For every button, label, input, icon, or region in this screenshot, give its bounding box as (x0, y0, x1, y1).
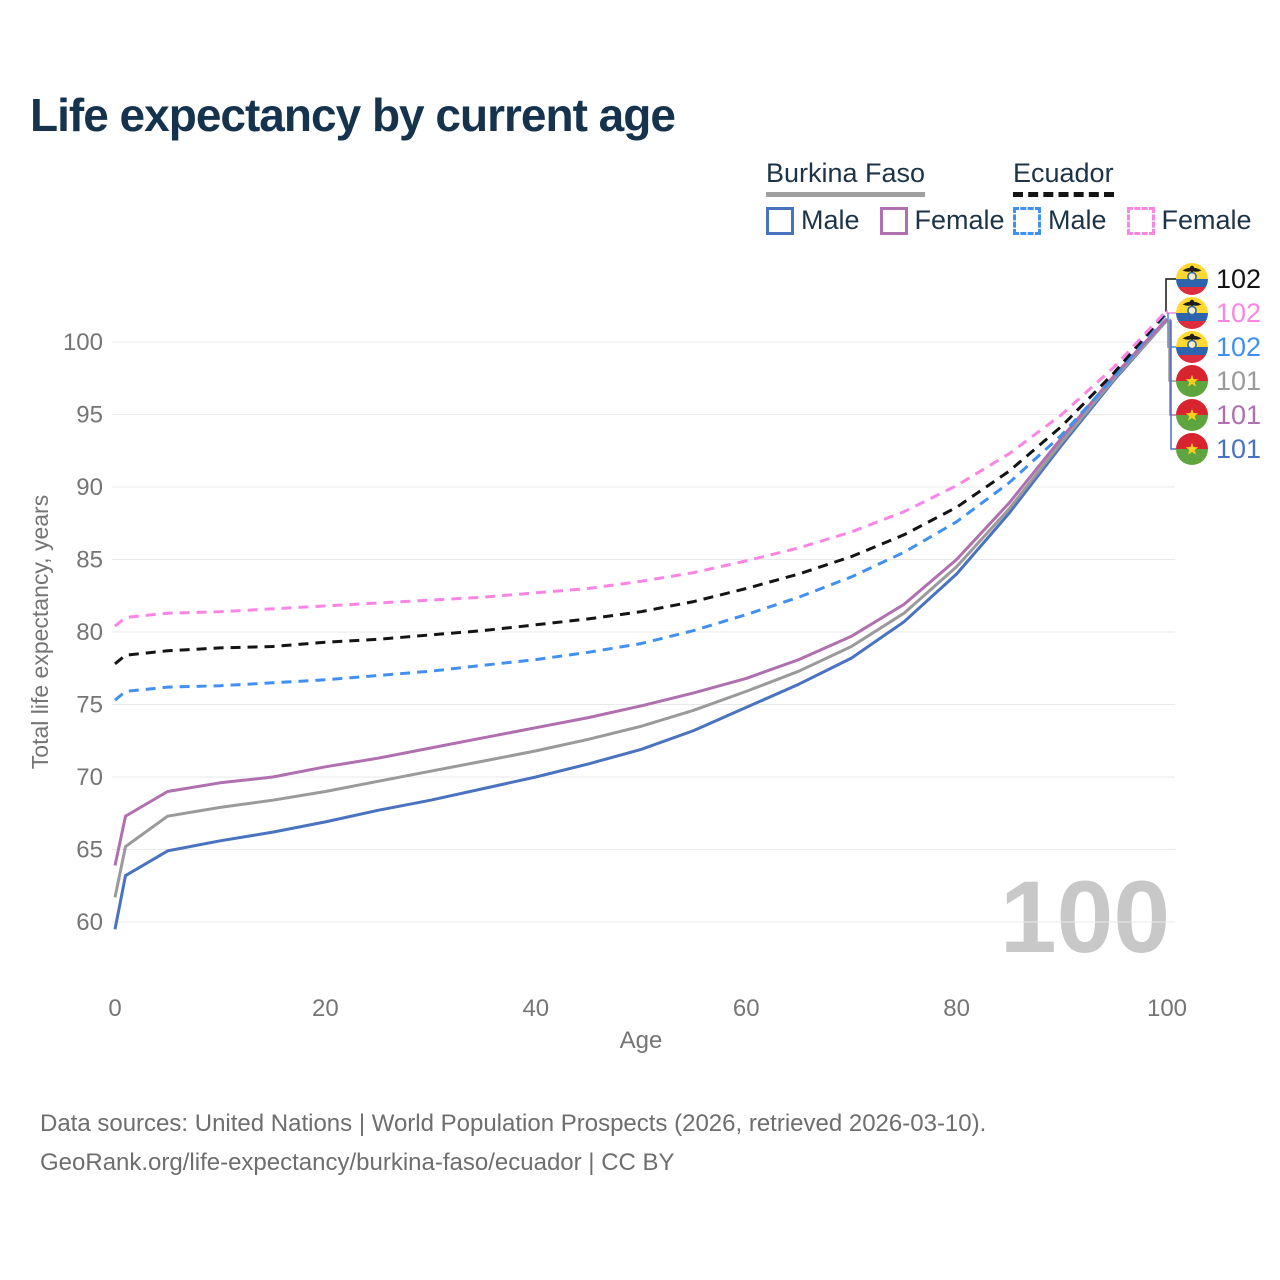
end-label-value: 101 (1216, 433, 1262, 464)
end-label-connector (1167, 313, 1176, 348)
series-line-burkina-faso-male (113, 319, 1169, 930)
end-label-row: 102 (1176, 263, 1261, 295)
burkina-faso-flag-image (1176, 433, 1208, 465)
y-tick-label: 85 (76, 547, 103, 574)
end-label-value: 102 (1216, 297, 1262, 328)
burkina-faso-flag-icon (1176, 365, 1208, 397)
legend-item-label: Male (801, 205, 860, 235)
legend-item-ecuador-male[interactable]: Male (1013, 205, 1107, 236)
x-tick-label: 0 (108, 995, 121, 1022)
series-line-burkina-faso-female (113, 317, 1169, 866)
legend-item-label: Female (914, 205, 1005, 235)
end-label-row: 102 (1176, 331, 1261, 363)
end-label-connector (1166, 310, 1176, 314)
x-tick-label: 20 (312, 995, 339, 1022)
solid-female-swatch-icon (879, 206, 908, 235)
y-tick-label: 80 (76, 619, 103, 646)
ecuador-flag-image (1176, 331, 1208, 363)
y-tick-label: 95 (76, 402, 103, 429)
burkina-faso-flag-image (1176, 365, 1208, 397)
x-tick-label: 100 (1147, 995, 1187, 1022)
legend-country-label-burkina-faso[interactable]: Burkina Faso (766, 158, 926, 197)
end-label-connector (1168, 320, 1176, 382)
legend-item-burkina-faso-female[interactable]: Female (879, 205, 1005, 236)
solid-male-swatch-icon (766, 206, 794, 235)
y-tick-label: 70 (76, 764, 103, 791)
end-label-row: 101 (1176, 433, 1261, 465)
x-tick-label: 60 (733, 995, 760, 1022)
legend-item-label: Male (1048, 205, 1107, 235)
end-label-value: 101 (1216, 365, 1262, 396)
ecuador-flag-icon (1176, 263, 1208, 295)
series-line-ecuador-male (114, 312, 1169, 702)
x-axis-title: Age (620, 1027, 663, 1054)
dashed-female-swatch-icon (1126, 206, 1155, 235)
end-label-row: 101 (1176, 365, 1261, 397)
end-label-connector (1165, 278, 1176, 312)
y-tick-label: 90 (76, 474, 103, 501)
end-label-value: 102 (1216, 263, 1262, 294)
legend-item-label: Female (1161, 205, 1252, 235)
ecuador-flag-icon (1176, 297, 1208, 329)
x-tick-label: 80 (943, 995, 970, 1022)
footer-url-line: GeoRank.org/life-expectancy/burkina-faso… (40, 1149, 675, 1176)
legend-item-burkina-faso-male[interactable]: Male (766, 205, 860, 236)
legend-item-ecuador-female[interactable]: Female (1126, 205, 1252, 236)
y-tick-label: 100 (63, 329, 103, 356)
legend-items-ecuador: Male Female (1013, 205, 1252, 236)
series-line-ecuador-female (114, 309, 1169, 628)
chart-title: Life expectancy by current age (30, 89, 676, 141)
footer-source-line: Data sources: United Nations | World Pop… (40, 1110, 987, 1137)
end-label-connector (1170, 320, 1176, 450)
y-tick-label: 60 (76, 909, 103, 936)
x-tick-label: 40 (522, 995, 549, 1022)
end-label-connector (1169, 318, 1176, 416)
ecuador-flag-image (1176, 297, 1208, 329)
burkina-faso-flag-icon (1176, 433, 1208, 465)
end-label-row: 101 (1176, 399, 1261, 431)
legend-country-label-ecuador[interactable]: Ecuador (1013, 158, 1114, 197)
end-label-row: 102 (1176, 297, 1261, 329)
y-tick-label: 75 (76, 692, 103, 719)
age-watermark: 100 (1000, 860, 1170, 974)
ecuador-flag-icon (1176, 331, 1208, 363)
burkina-faso-flag-image (1176, 399, 1208, 431)
dashed-male-swatch-icon (1013, 206, 1041, 235)
y-axis-title: Total life expectancy, years (27, 495, 53, 769)
legend-items-burkina-faso: Male Female (766, 205, 1005, 236)
y-tick-label: 65 (76, 837, 103, 864)
ecuador-flag-image (1176, 263, 1208, 295)
end-label-value: 102 (1216, 331, 1262, 362)
series-line-burkina-faso-total (113, 319, 1169, 898)
legend-group-burkina-faso: Burkina Faso Male Female (766, 158, 1005, 236)
burkina-faso-flag-icon (1176, 399, 1208, 431)
series-line-ecuador-total (114, 310, 1169, 666)
end-label-value: 101 (1216, 399, 1262, 430)
legend-group-ecuador: Ecuador Male Female (1013, 158, 1252, 236)
